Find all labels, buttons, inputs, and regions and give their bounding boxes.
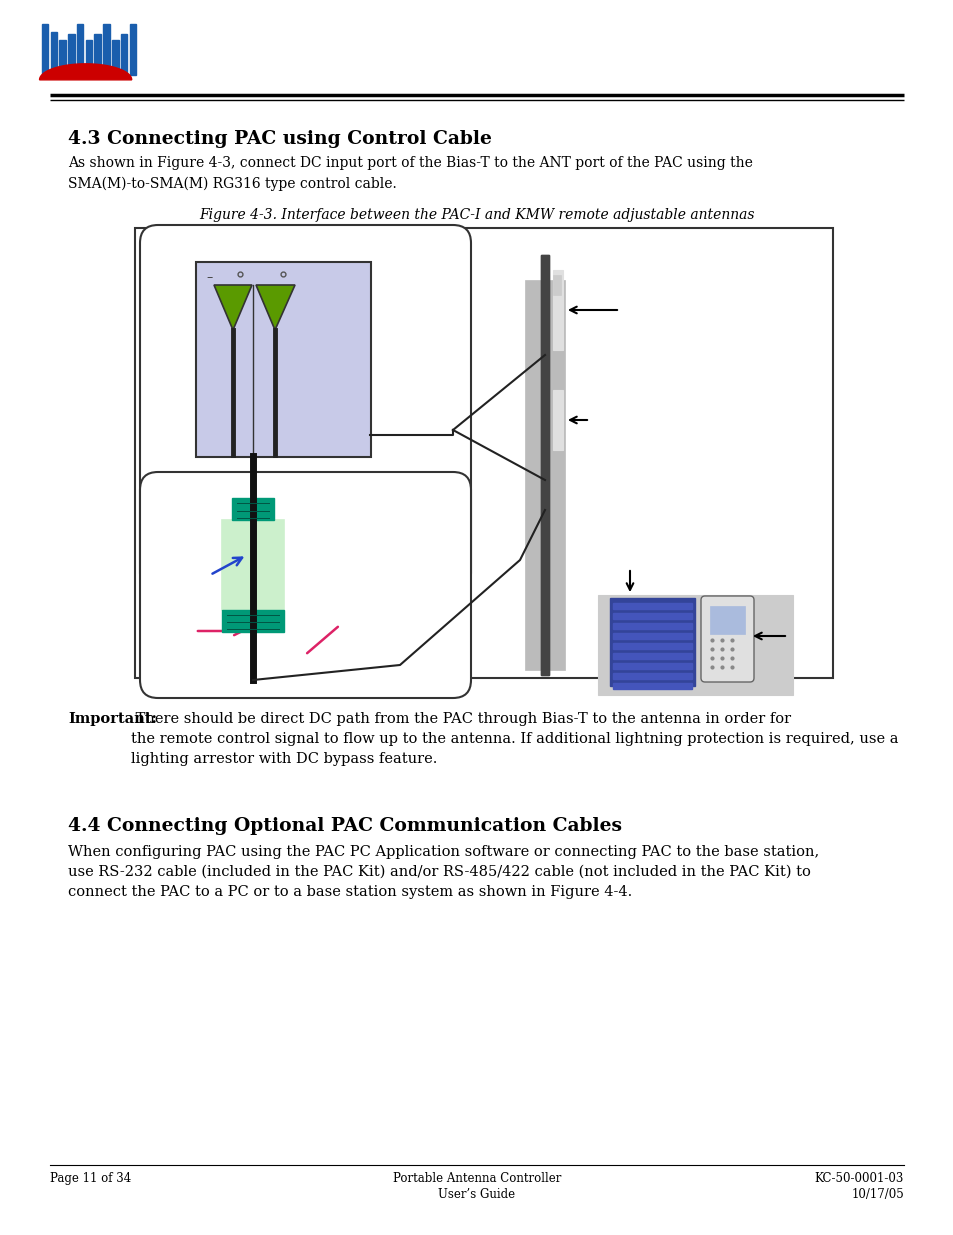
- Bar: [540, 254, 548, 676]
- Bar: [86, 40, 92, 74]
- Text: Figure 4-3. Interface between the PAC-I and KMW remote adjustable antennas: Figure 4-3. Interface between the PAC-I …: [199, 207, 754, 222]
- Bar: [553, 270, 562, 350]
- Bar: [613, 673, 691, 679]
- Bar: [613, 653, 691, 659]
- FancyBboxPatch shape: [140, 472, 471, 698]
- Bar: [51, 32, 57, 74]
- Bar: [222, 610, 284, 632]
- Bar: [540, 254, 548, 676]
- Text: 4.3 Connecting PAC using Control Cable: 4.3 Connecting PAC using Control Cable: [68, 130, 492, 148]
- Bar: [94, 35, 101, 74]
- Text: 10/17/05: 10/17/05: [850, 1188, 903, 1200]
- Bar: [598, 595, 792, 695]
- Bar: [553, 390, 562, 450]
- Bar: [222, 520, 284, 610]
- Text: User’s Guide: User’s Guide: [438, 1188, 515, 1200]
- FancyBboxPatch shape: [700, 597, 753, 682]
- Bar: [112, 40, 118, 74]
- Text: 4.4 Connecting Optional PAC Communication Cables: 4.4 Connecting Optional PAC Communicatio…: [68, 818, 621, 835]
- Text: Page 11 of 34: Page 11 of 34: [50, 1172, 132, 1186]
- Bar: [195, 262, 371, 457]
- Text: Portable Antenna Controller: Portable Antenna Controller: [393, 1172, 560, 1186]
- Text: There should be direct DC path from the PAC through Bias-T to the antenna in ord: There should be direct DC path from the …: [131, 713, 898, 766]
- Bar: [42, 23, 49, 74]
- Bar: [524, 280, 564, 671]
- FancyBboxPatch shape: [135, 228, 832, 678]
- Text: When configuring PAC using the PAC PC Application software or connecting PAC to : When configuring PAC using the PAC PC Ap…: [68, 845, 819, 899]
- FancyBboxPatch shape: [140, 225, 471, 592]
- Text: Important:: Important:: [68, 713, 157, 726]
- Text: –: –: [206, 270, 212, 284]
- Bar: [613, 634, 691, 638]
- Polygon shape: [213, 285, 252, 330]
- Bar: [613, 613, 691, 619]
- Bar: [232, 498, 274, 520]
- Bar: [68, 35, 74, 74]
- Bar: [613, 683, 691, 689]
- Bar: [613, 663, 691, 669]
- Bar: [103, 23, 110, 74]
- Bar: [613, 603, 691, 609]
- Text: As shown in Figure 4-3, connect DC input port of the Bias-T to the ANT port of t: As shown in Figure 4-3, connect DC input…: [68, 156, 752, 190]
- Text: KC-50-0001-03: KC-50-0001-03: [814, 1172, 903, 1186]
- Bar: [130, 23, 136, 74]
- Polygon shape: [255, 285, 294, 330]
- Bar: [609, 598, 695, 685]
- Bar: [709, 606, 744, 634]
- Bar: [59, 40, 66, 74]
- Bar: [77, 23, 83, 74]
- Bar: [613, 643, 691, 650]
- Bar: [121, 35, 127, 74]
- Bar: [613, 622, 691, 629]
- Polygon shape: [39, 64, 132, 80]
- Bar: [553, 275, 560, 295]
